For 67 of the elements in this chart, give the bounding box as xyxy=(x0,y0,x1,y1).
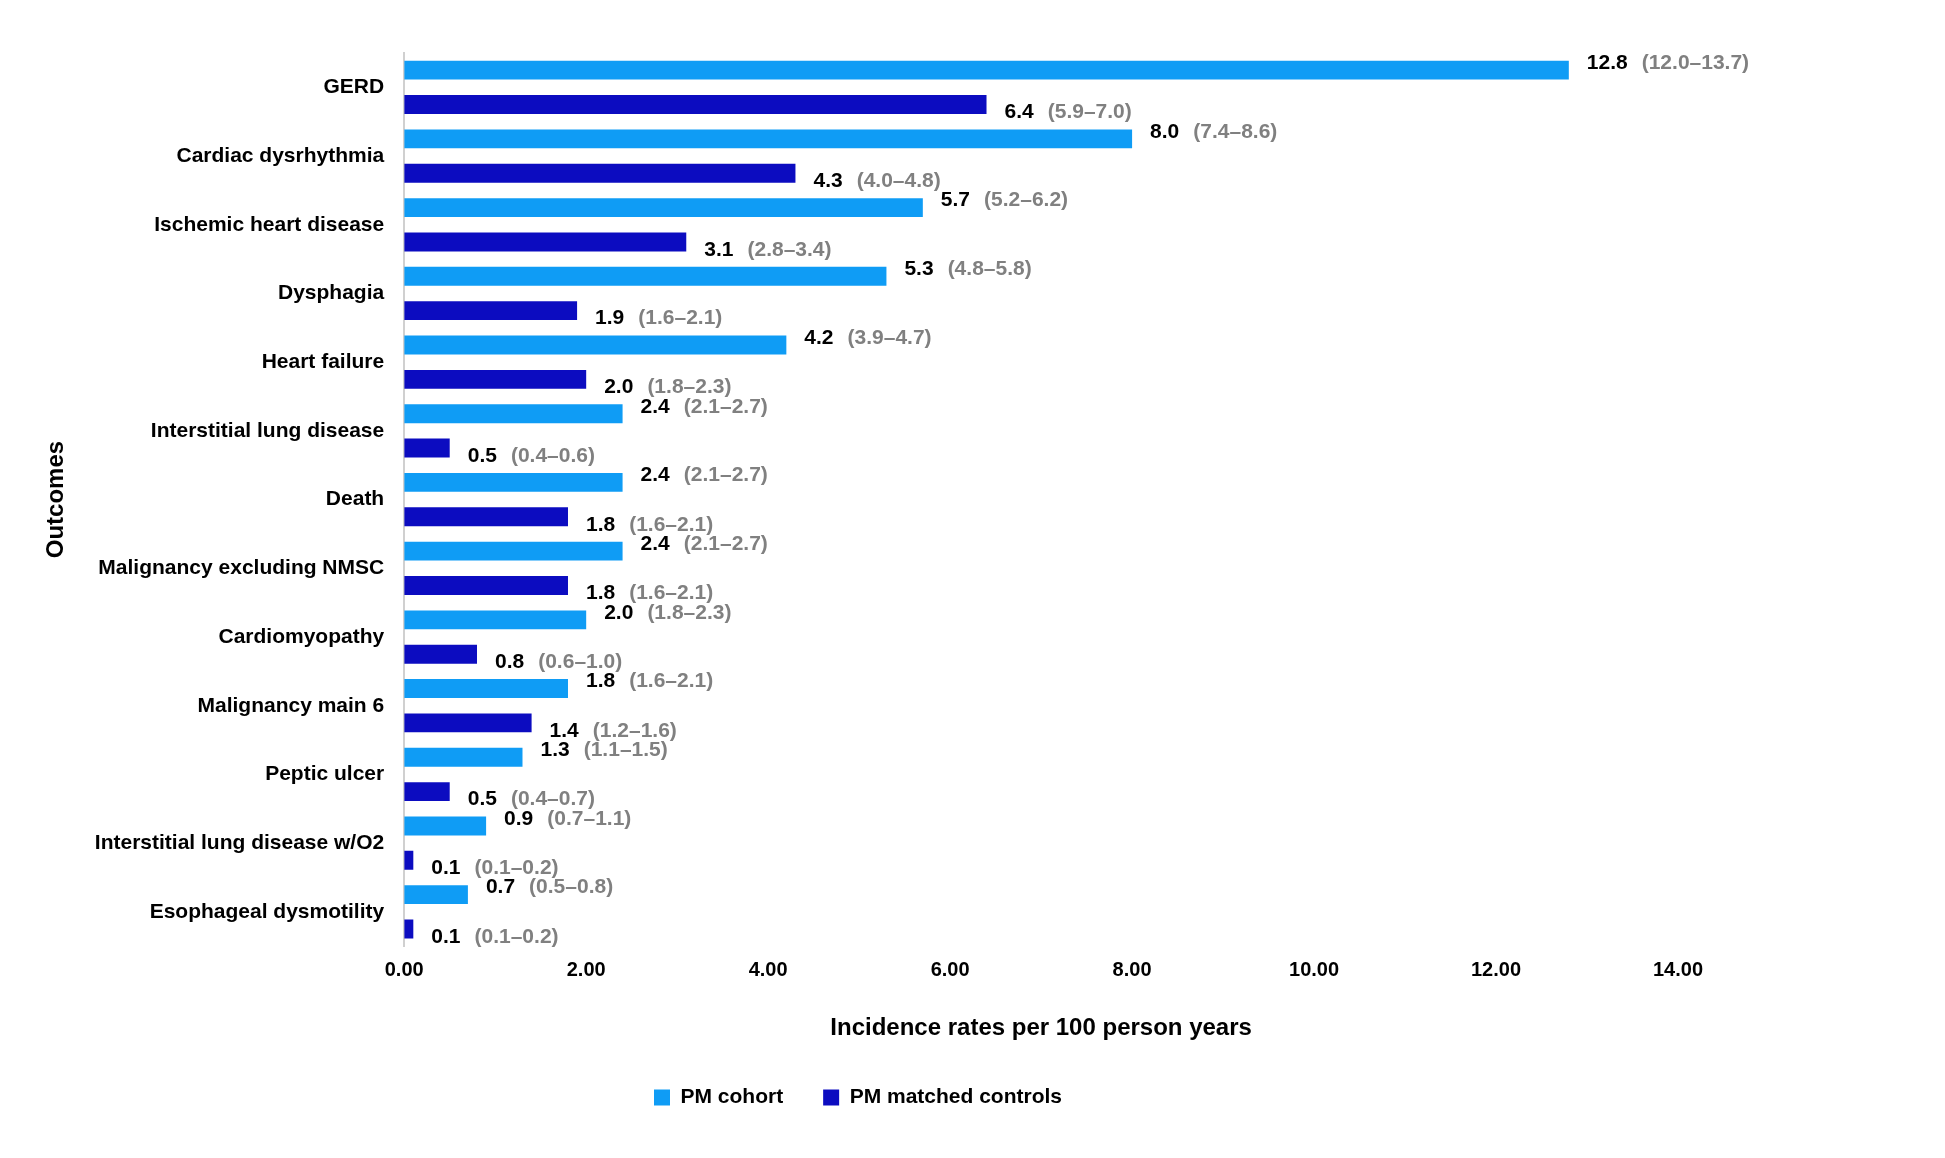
bar xyxy=(404,644,477,664)
legend-label: PM cohort xyxy=(680,1084,784,1108)
data-label: 6.4 (5.9–7.0) xyxy=(1004,99,1132,123)
bar xyxy=(404,129,1133,149)
data-label: 5.7 (5.2–6.2) xyxy=(940,187,1069,211)
bar xyxy=(404,60,1569,80)
bar xyxy=(404,782,450,802)
data-label: 12.8 (12.0–13.7) xyxy=(1586,49,1750,73)
data-label: 0.1 (0.1–0.2) xyxy=(431,855,559,879)
y-axis-title: Outcomes xyxy=(41,440,69,559)
bar xyxy=(404,232,687,252)
x-tick-label: 10.00 xyxy=(1289,957,1340,980)
bar xyxy=(404,713,532,733)
data-label: 0.1 (0.1–0.2) xyxy=(431,923,559,947)
bar xyxy=(404,816,487,836)
data-label: 4.3 (4.0–4.8) xyxy=(813,168,941,192)
x-tick-label: 12.00 xyxy=(1471,957,1522,980)
bar xyxy=(404,747,523,767)
bar xyxy=(404,369,587,389)
y-tick-label: Cardiac dysrhythmia xyxy=(176,142,385,166)
x-tick-label: 0.00 xyxy=(384,957,424,980)
data-label: 3.1 (2.8–3.4) xyxy=(704,236,832,260)
y-tick-label: Interstitial lung disease w/O2 xyxy=(94,829,385,853)
legend-label: PM matched controls xyxy=(849,1084,1063,1108)
y-tick-label: GERD xyxy=(323,74,385,98)
data-label: 2.0 (1.8–2.3) xyxy=(604,374,732,398)
x-tick-label: 2.00 xyxy=(566,957,606,980)
y-tick-label: Death xyxy=(325,486,385,510)
data-label: 0.5 (0.4–0.7) xyxy=(467,786,595,810)
bar xyxy=(404,95,987,114)
y-tick-label: Esophageal dysmotility xyxy=(149,898,385,922)
y-tick-label: Ischemic heart disease xyxy=(154,211,385,235)
data-label: 2.4 (2.1–2.7) xyxy=(640,462,768,486)
x-tick-label: 8.00 xyxy=(1112,957,1152,980)
data-label: 8.0 (7.4–8.6) xyxy=(1150,118,1278,142)
data-label: 4.2 (3.9–4.7) xyxy=(804,324,932,348)
bar xyxy=(404,266,887,286)
bar xyxy=(404,541,623,561)
bar xyxy=(404,679,568,698)
y-tick-label: Dysphagia xyxy=(278,280,385,304)
data-label: 1.4 (1.2–1.6) xyxy=(549,717,677,741)
y-tick-label: Malignancy main 6 xyxy=(197,692,385,716)
bar xyxy=(404,301,578,321)
y-tick-label: Malignancy excluding NMSC xyxy=(98,555,385,579)
bar xyxy=(404,335,787,355)
bar xyxy=(404,438,450,458)
x-tick-label: 14.00 xyxy=(1652,957,1704,980)
bar xyxy=(404,404,623,424)
bar xyxy=(404,576,568,595)
bar xyxy=(404,885,468,905)
x-axis-title: Incidence rates per 100 person years xyxy=(830,1013,1252,1041)
bar xyxy=(404,507,568,527)
data-label: 5.3 (4.8–5.8) xyxy=(904,256,1032,280)
bar xyxy=(404,472,623,492)
x-tick-label: 6.00 xyxy=(930,957,970,980)
data-label: 1.8 (1.6–2.1) xyxy=(585,580,714,604)
data-label: 0.5 (0.4–0.6) xyxy=(467,442,595,466)
y-tick-label: Cardiomyopathy xyxy=(218,623,385,647)
y-tick-label: Interstitial lung disease xyxy=(150,417,385,441)
data-label: 1.9 (1.6–2.1) xyxy=(595,305,723,329)
bar xyxy=(404,163,796,183)
x-tick-label: 4.00 xyxy=(748,957,788,980)
data-label: 0.8 (0.6–1.0) xyxy=(495,648,623,672)
y-tick-label: Peptic ulcer xyxy=(265,761,385,785)
y-tick-label: Heart failure xyxy=(261,348,385,372)
bar xyxy=(404,198,923,218)
bar xyxy=(404,610,587,630)
